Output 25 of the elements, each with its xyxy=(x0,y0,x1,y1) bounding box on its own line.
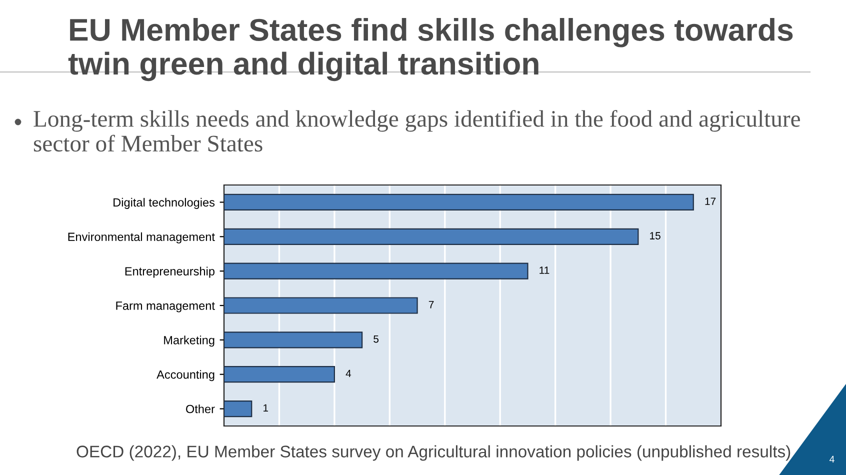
data-label: 11 xyxy=(540,266,550,274)
chart-title: EU Member States find skills challenges towards twin green and digital transition xyxy=(68,18,793,82)
bar xyxy=(224,332,363,348)
y-tick-label: Environmental management xyxy=(68,232,215,244)
text: 4 xyxy=(830,456,834,463)
bar xyxy=(224,194,694,211)
y-tick-label: Other xyxy=(186,404,215,414)
data-label: 15 xyxy=(650,232,660,240)
data-label: 7 xyxy=(428,301,434,308)
data-label: 4 xyxy=(346,370,352,378)
y-tick-label: Digital technologies xyxy=(114,198,215,209)
text: OECD (2022), EU Member States survey on Agricultural innovation policies (unpublished results) xyxy=(76,445,790,461)
bar xyxy=(224,400,252,418)
bar xyxy=(224,228,639,245)
bar xyxy=(224,262,528,280)
chart-subtitle: Long-term skills needs and knowledge gaps identified in the food and agriculture sector of Member States xyxy=(34,110,800,152)
data-label: 5 xyxy=(374,335,379,343)
y-tick-label: Farm management xyxy=(116,302,215,312)
data-label: 17 xyxy=(705,198,716,205)
bar xyxy=(224,297,418,314)
bar xyxy=(224,366,335,383)
y-tick-label: Marketing xyxy=(164,336,214,347)
data-label: 1 xyxy=(264,404,268,412)
y-tick-label: Entrepreneurship xyxy=(125,266,214,278)
y-tick-label: Accounting xyxy=(156,370,214,382)
